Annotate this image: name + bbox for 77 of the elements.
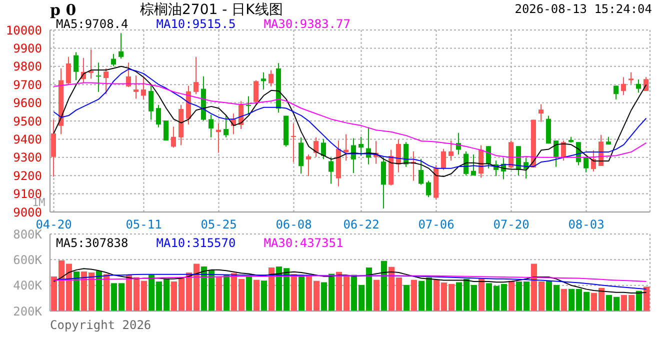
candlestick [584, 156, 588, 173]
x-tick-label: 07-20 [493, 218, 530, 232]
candlestick [171, 126, 176, 148]
candlestick [261, 72, 266, 90]
y-tick-label: 9900 [13, 41, 42, 56]
candlestick [306, 154, 311, 177]
y-tick-label: 9400 [13, 132, 42, 146]
candlestick [486, 146, 491, 169]
text: MA30:437351 [264, 236, 344, 250]
candlestick [471, 154, 476, 176]
x-tick-label: 08-03 [568, 218, 604, 232]
text: MA5:9708.4 [56, 17, 128, 31]
x-tick-label: 05-25 [200, 218, 237, 232]
text: 2026-08-13 15:24:04 [514, 2, 652, 16]
text: Copyright 2026 [50, 318, 152, 332]
y-tick-label: 400K [13, 278, 43, 293]
y-tick-label: 200K [13, 304, 43, 318]
candlestick [216, 123, 221, 154]
chart-title: 棕榈油2701 - 日K线图 [140, 1, 283, 19]
candlestick [126, 62, 131, 88]
text: MA5:307838 [56, 236, 128, 250]
candlestick [644, 76, 648, 92]
candlestick [134, 75, 138, 100]
candlestick [74, 52, 78, 81]
candlestick [224, 115, 228, 138]
candlestick [321, 138, 326, 160]
candlestick [96, 62, 101, 92]
candlestick [328, 157, 334, 184]
candlestick [291, 123, 296, 163]
candlestick [628, 72, 634, 84]
line-series [53, 268, 647, 294]
candlestick [314, 136, 318, 158]
candlestick [141, 76, 146, 100]
candlestick [358, 136, 364, 156]
candlestick [51, 119, 56, 178]
y-tick-label: 9500 [13, 114, 42, 128]
x-tick-label: 05-11 [126, 218, 162, 232]
candlestick [538, 104, 544, 122]
x-tick-label: 07-06 [418, 218, 454, 232]
candlestick [254, 80, 258, 106]
candlestick [404, 142, 408, 168]
text: MA10:315570 [156, 236, 236, 250]
candlestick [561, 140, 566, 162]
candlestick [156, 104, 161, 128]
candlestick [441, 148, 446, 170]
candlestick [396, 139, 401, 173]
y-tick-label: 9000 [13, 205, 42, 220]
y-tick-label: 600K [13, 252, 43, 267]
candlestick [104, 68, 108, 95]
candlestick [111, 53, 116, 67]
candlestick [448, 140, 454, 162]
x-tick-label: 06-08 [276, 218, 312, 232]
candlestick [246, 96, 251, 114]
candlestick [298, 136, 304, 174]
y-tick-label: 9800 [13, 60, 42, 74]
candlestick [381, 157, 386, 210]
text: MA30:9383.77 [264, 17, 350, 31]
x-tick-label: 06-22 [343, 218, 380, 232]
candlestick [194, 56, 198, 95]
text: p 0 [50, 1, 76, 19]
candlestick [636, 79, 641, 94]
candlestick [614, 85, 618, 100]
candlestick [118, 32, 124, 60]
y-tick-label: 9300 [13, 150, 42, 165]
candlestick [344, 134, 348, 162]
y-tick-label: 10000 [6, 23, 42, 38]
y-tick-label: 9200 [13, 168, 42, 183]
y-tick-label: 9600 [13, 96, 42, 110]
candlestick [268, 70, 274, 87]
text: MA10:9515.5 [156, 17, 236, 31]
candlestick [418, 158, 424, 186]
candlestick [621, 76, 626, 96]
candlestick [426, 180, 431, 198]
candlestick [66, 56, 71, 86]
candlestick [208, 114, 214, 138]
candlestick [148, 84, 154, 120]
y-tick-label: 9700 [13, 78, 42, 92]
